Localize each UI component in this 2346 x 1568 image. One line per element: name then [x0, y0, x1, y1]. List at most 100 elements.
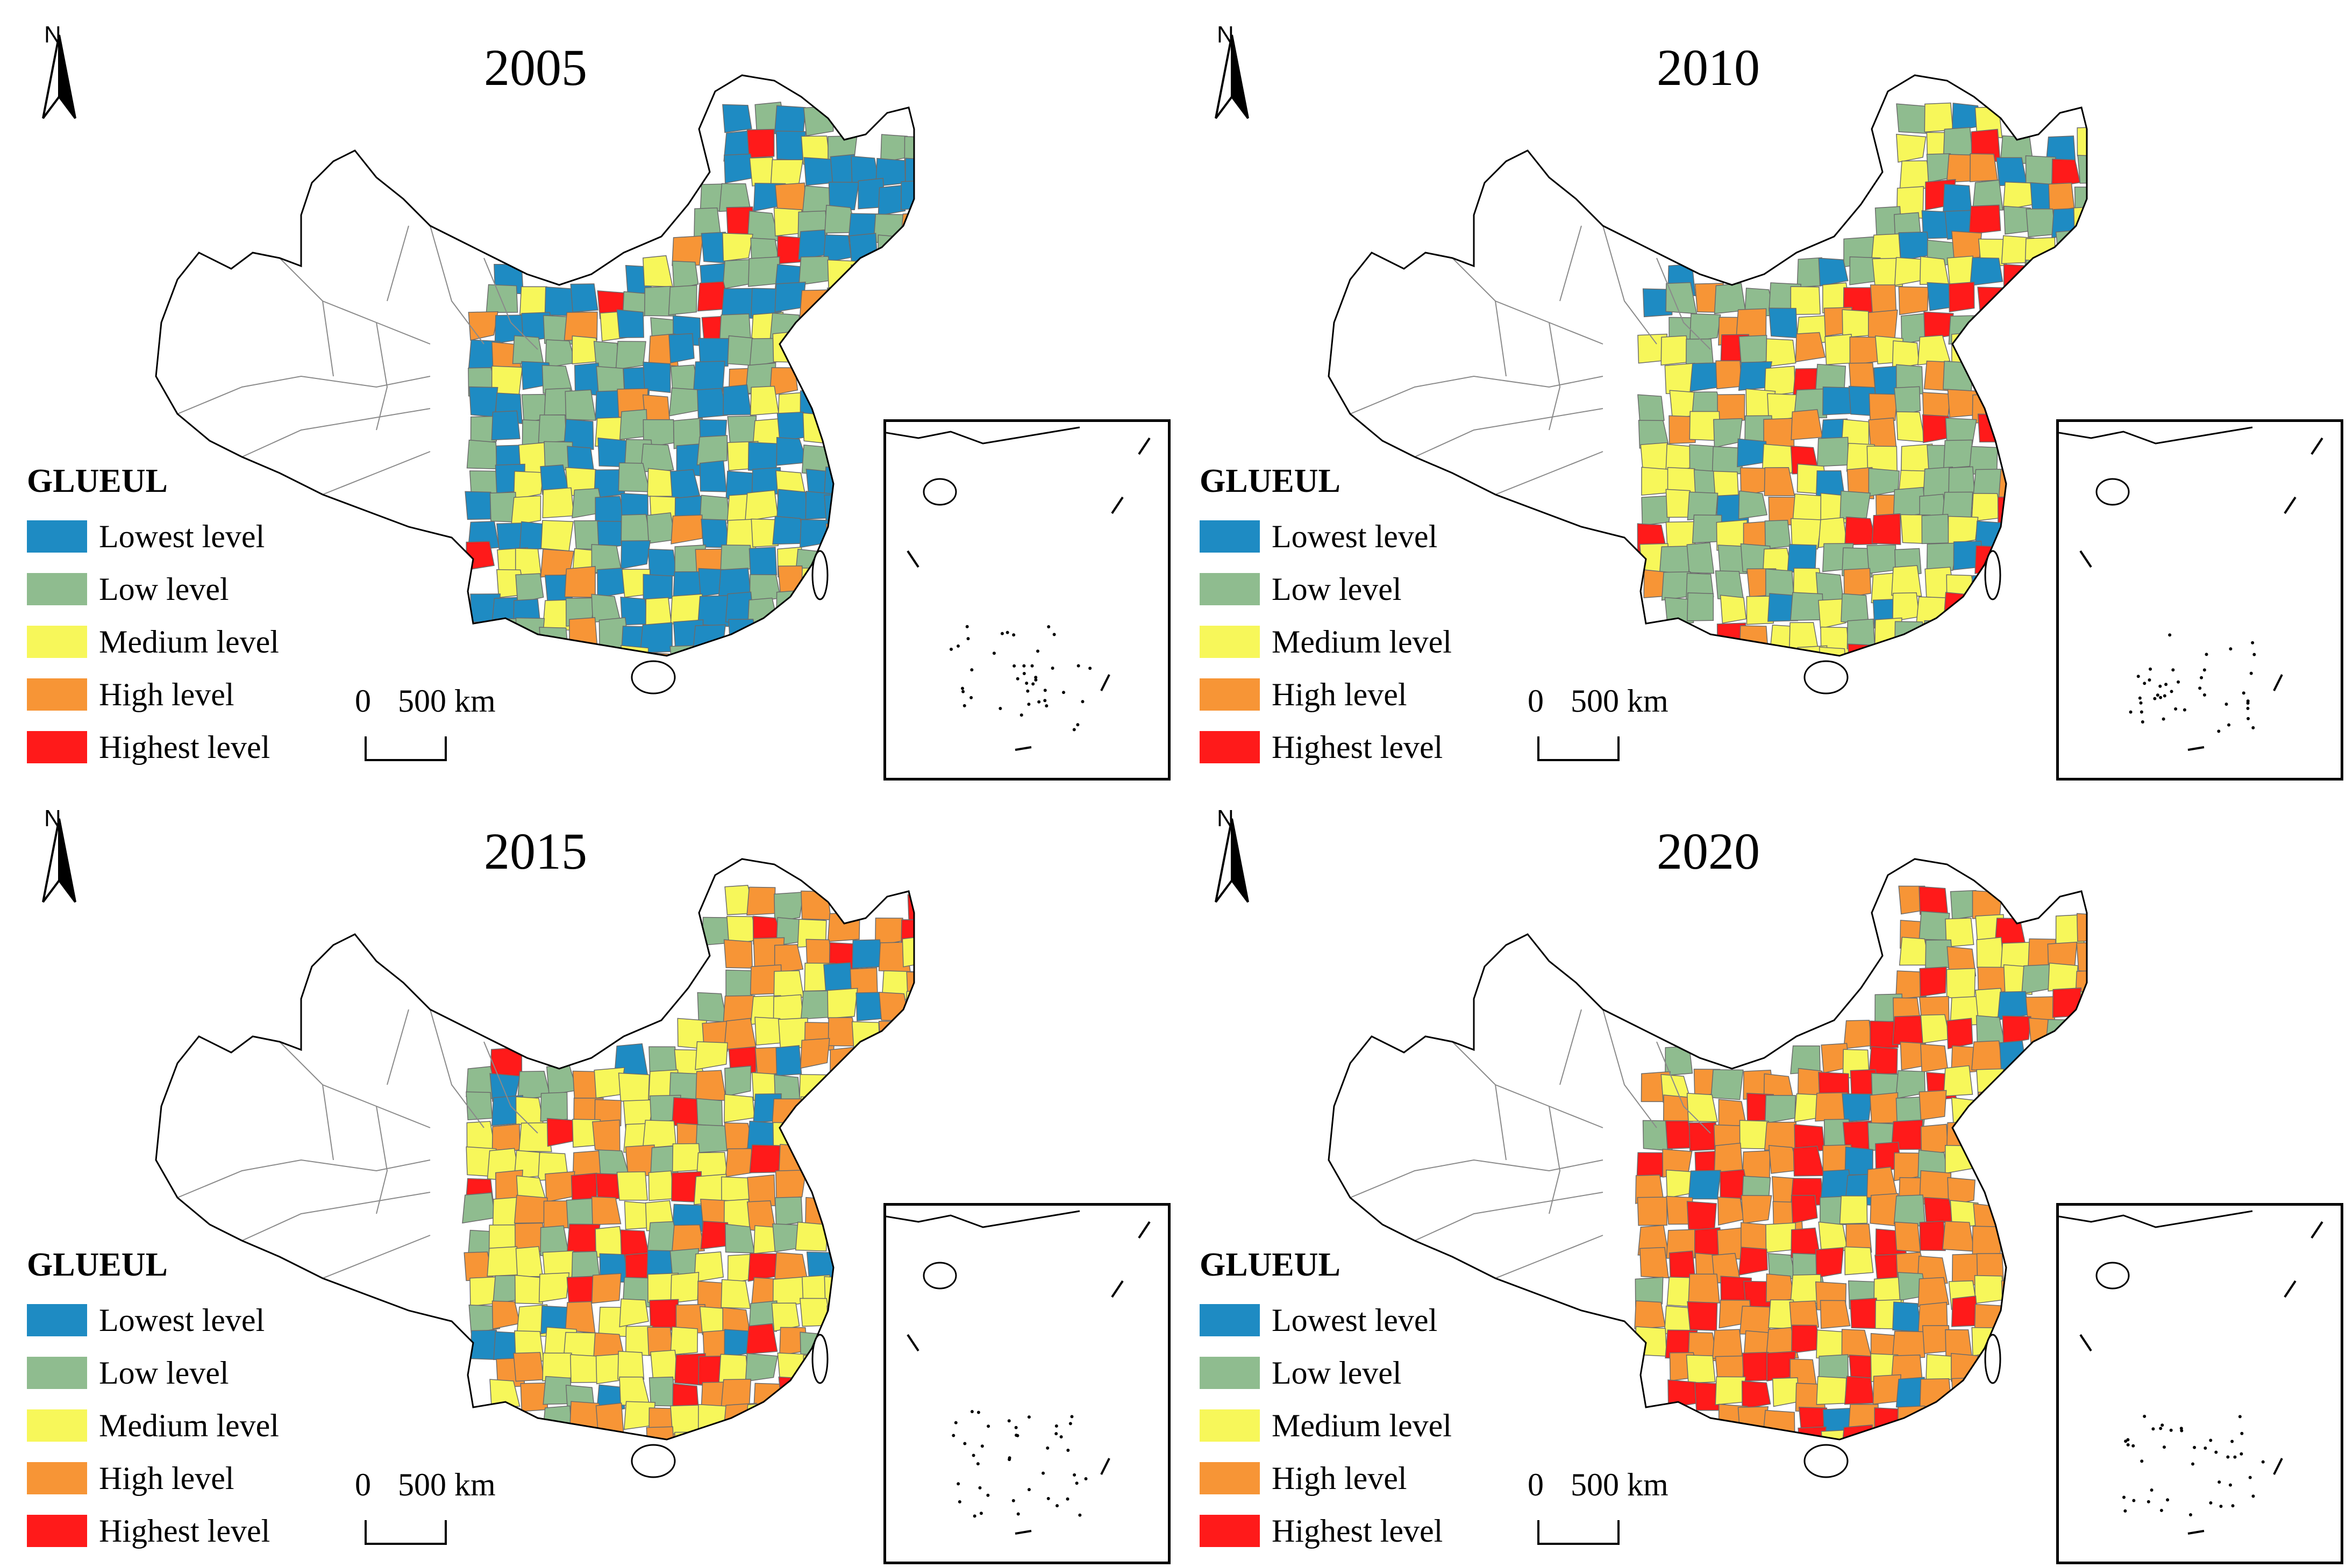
prefecture-cell — [511, 495, 541, 526]
inset-islet — [999, 706, 1002, 710]
legend-item: Lowest level — [27, 510, 279, 563]
legend-label: High level — [99, 1460, 234, 1496]
province-boundary — [1549, 322, 1561, 431]
north-arrow-icon — [1215, 818, 1249, 903]
legend-item: Medium level — [1200, 1399, 1452, 1452]
inset-islet — [1014, 1426, 1018, 1429]
prefecture-cell — [1969, 204, 2001, 235]
inset-islet — [2233, 1455, 2237, 1459]
prefecture-cell — [1892, 1015, 1926, 1046]
legend-label: Highest level — [1272, 729, 1443, 765]
prefecture-cell — [1766, 1327, 1799, 1359]
prefecture-cell — [513, 470, 544, 500]
inset-islet — [2122, 1495, 2126, 1499]
legend-item: Highest level — [1200, 721, 1452, 774]
inset-islet — [2159, 1427, 2163, 1430]
inset-islet — [987, 1424, 990, 1428]
prefecture-cell — [724, 1094, 755, 1123]
prefecture-cell — [671, 514, 703, 545]
inset-islet — [2240, 1431, 2244, 1435]
inset-islet — [2132, 1499, 2136, 1502]
prefecture-cell — [1942, 1221, 1975, 1252]
prefecture-cell — [725, 1223, 755, 1254]
prefecture-cell — [565, 1301, 596, 1334]
prefecture-cell — [540, 1092, 568, 1122]
legend-swatch — [27, 1515, 87, 1547]
prefecture-cell — [907, 892, 914, 926]
prefecture-cell — [1977, 1091, 2008, 1121]
inset-islet — [2202, 668, 2206, 672]
province-boundary — [1656, 257, 1711, 350]
legend-item: Low level — [1200, 563, 1452, 615]
legend: GLUEUL Lowest level Low level Medium lev… — [1200, 462, 1452, 774]
panel-year: 2005 — [484, 39, 587, 96]
inset-islet — [2153, 697, 2157, 700]
prefecture-cell — [1869, 393, 1898, 423]
prefecture-cell — [1637, 1197, 1667, 1226]
prefecture-cell — [722, 259, 751, 290]
inset-islet — [992, 651, 996, 655]
prefecture-cell — [1714, 1142, 1744, 1175]
prefecture-cell — [749, 1144, 783, 1173]
prefecture-cell — [1818, 598, 1849, 629]
prefecture-cell — [827, 259, 857, 289]
prefecture-cell — [1791, 518, 1822, 550]
prefecture-cell — [2051, 159, 2081, 188]
inset-islet — [1027, 1488, 1031, 1492]
inset-islet — [2217, 1480, 2221, 1484]
panel-year: 2020 — [1657, 822, 1760, 880]
map-panel-2010: N 2010 GLUEUL Lowest level Low level Med… — [1173, 0, 2345, 784]
prefecture-cell — [1917, 1277, 1950, 1307]
prefecture-cell — [1822, 386, 1853, 416]
inset-islet — [1000, 632, 1004, 635]
prefecture-cell — [650, 1350, 679, 1380]
china-map — [155, 74, 915, 694]
prefecture-cell — [1688, 1273, 1720, 1304]
country-outline — [1328, 74, 2088, 657]
legend-label: Lowest level — [1272, 1302, 1438, 1338]
prefecture-cell — [698, 338, 729, 367]
legend-swatch — [1200, 573, 1260, 605]
province-boundary — [1452, 1041, 1603, 1128]
scale-bar: 0 500 km — [1528, 1466, 1668, 1545]
prefecture-cell — [566, 1276, 596, 1306]
prefecture-cell — [1689, 313, 1721, 342]
prefecture-cell — [1818, 257, 1849, 287]
prefecture-cell — [1738, 1247, 1768, 1276]
prefecture-cell — [2001, 1298, 2032, 1329]
prefecture-cell — [852, 939, 884, 969]
province-boundary — [387, 1009, 409, 1085]
prefecture-cell — [798, 229, 827, 260]
prefecture-cell — [748, 256, 780, 287]
province-boundary — [241, 408, 431, 457]
province-boundary — [177, 375, 431, 414]
province-boundary — [322, 1235, 431, 1279]
prefecture-cell — [1737, 438, 1767, 468]
dash-line — [2273, 1458, 2283, 1475]
scale-distance: 500 km — [398, 683, 496, 719]
prefecture-cell — [1742, 1351, 1771, 1382]
prefecture-cell — [1816, 436, 1849, 467]
prefecture-cell — [823, 962, 854, 993]
north-arrow-icon — [1215, 34, 1249, 119]
prefecture-cell — [1921, 513, 1950, 545]
province-boundary — [1559, 225, 1582, 302]
prefecture-cell — [727, 415, 757, 445]
inset-islet — [1081, 700, 1085, 704]
prefecture-cell — [621, 540, 651, 570]
inset-islet — [1056, 1504, 1059, 1508]
inset-islet — [1036, 649, 1040, 653]
inset-islet — [1015, 1434, 1018, 1437]
prefecture-cell — [721, 1379, 752, 1408]
prefecture-cell — [722, 232, 753, 262]
prefecture-cell — [830, 1047, 857, 1078]
province-boundary — [322, 451, 431, 495]
province-boundary — [1350, 1159, 1603, 1198]
prefecture-cell — [1996, 157, 2028, 187]
prefecture-cell — [747, 442, 778, 472]
prefecture-cell — [1715, 360, 1742, 390]
legend-label: High level — [1272, 676, 1407, 712]
prefecture-cell — [695, 1124, 728, 1154]
prefecture-cell — [697, 388, 728, 419]
scale-distance: 500 km — [1571, 1467, 1668, 1502]
